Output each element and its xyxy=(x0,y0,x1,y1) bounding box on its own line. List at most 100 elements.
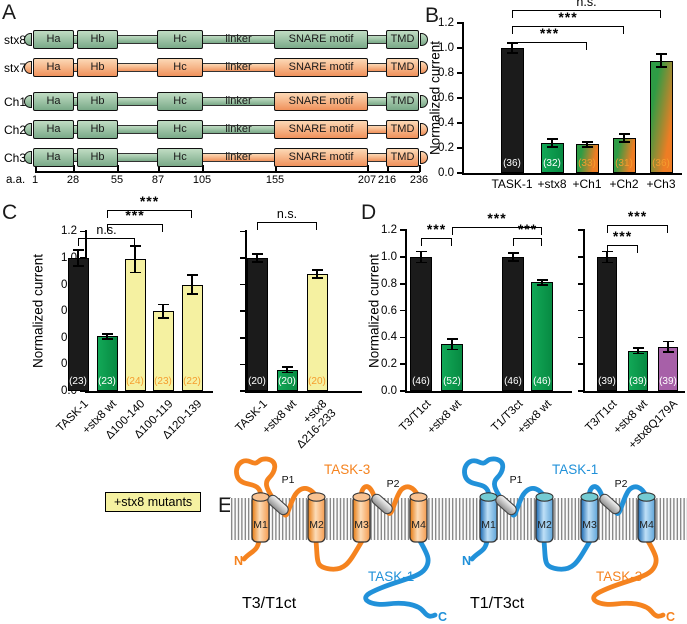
domain-label-snare: SNARE motif xyxy=(288,60,354,73)
error-cap-top xyxy=(415,250,427,253)
protein-loop xyxy=(541,538,593,572)
chimera-name-label: T3/T1ct xyxy=(242,595,297,612)
y-tick xyxy=(457,22,462,24)
y-tick xyxy=(578,256,583,258)
domain-label-tmd: TMD xyxy=(390,94,415,107)
aa-tick-label: 1 xyxy=(31,174,39,186)
error-bar xyxy=(660,54,662,67)
domain-hb xyxy=(77,58,118,77)
y-tick xyxy=(400,336,405,339)
error-cap-top xyxy=(72,249,84,251)
bar-Δ100-140 xyxy=(124,259,146,391)
domain-label-linker: linker xyxy=(225,122,252,135)
terminus-cap xyxy=(420,123,428,136)
n-count-label: (39) xyxy=(629,376,647,387)
error-cap-top xyxy=(446,337,458,340)
y-tick-label: 0.0 xyxy=(381,385,397,397)
helix-label: M4 xyxy=(639,519,654,531)
sig-bracket xyxy=(78,238,135,246)
panel-label-c: C xyxy=(2,201,18,224)
sig-bracket xyxy=(607,225,668,233)
sig-bracket xyxy=(107,224,163,232)
error-cap-bottom xyxy=(311,277,323,279)
helix-M4: M4 xyxy=(409,492,428,543)
panel-b-bar-chart: 0.0 0.2 0.4 0.6 0.8 1.0 1.2 Normalized current (… xyxy=(427,0,687,230)
protein-loop xyxy=(509,485,547,518)
y-tick-label: 0.6 xyxy=(381,304,397,317)
domain-label-ha: Ha xyxy=(46,32,61,45)
protein-loop xyxy=(469,538,490,562)
n-count-label: (36) xyxy=(652,158,670,169)
bar-+stx8-wt xyxy=(531,282,553,391)
y-tick-label: 0.8 xyxy=(438,67,454,79)
helix-M3: M3 xyxy=(580,492,599,543)
chimera-name-label: T1/T3ct xyxy=(470,595,525,612)
y-tick xyxy=(578,283,583,285)
sig-label: *** xyxy=(517,221,538,237)
protein-loop xyxy=(313,538,365,572)
domain-label-hb: Hb xyxy=(90,32,105,45)
terminus-cap xyxy=(24,123,32,136)
bar-T3/T1ct xyxy=(410,257,432,391)
error-cap-bottom xyxy=(546,145,558,148)
x-tick-label: +stx8 xyxy=(537,177,567,191)
error-cap-top xyxy=(311,269,323,271)
helix-label: M4 xyxy=(411,519,426,531)
domain-snare xyxy=(274,148,368,167)
panel-d-left-bar-chart: 0.0 0.2 0.4 0.6 0.8 1.0 1.2 Normalized current (… xyxy=(360,200,578,510)
domain-label-ha: Ha xyxy=(46,122,61,135)
membrane-diagram: M1 M2 M3 M4 P1 P2 TASK-3 TASK-1 N C T3/T1ct xyxy=(230,456,459,624)
domain-tmd xyxy=(386,30,419,49)
aa-tick xyxy=(419,165,421,172)
bar-TASK-1 xyxy=(246,258,268,391)
bar-T1/T3ct xyxy=(502,257,524,391)
n-count-label: (20) xyxy=(278,376,296,387)
error-cap-bottom xyxy=(655,65,667,68)
panel-a-protein-domains: stx8 linker Ha Hb Hc SNARE motif TMD stx7 linker… xyxy=(0,0,442,205)
panel-label-e: E xyxy=(218,494,233,517)
error-cap-top xyxy=(129,245,141,247)
domain-label-tmd: TMD xyxy=(390,150,415,163)
error-cap-bottom xyxy=(101,338,113,340)
panel-label-a: A xyxy=(2,1,17,24)
helix-label: M3 xyxy=(354,519,369,531)
aa-tick xyxy=(275,165,277,172)
helix-M3: M3 xyxy=(352,492,371,543)
n-count-label: (33) xyxy=(578,158,596,169)
error-bar xyxy=(667,341,669,353)
sig-label: *** xyxy=(139,193,160,209)
error-bar xyxy=(623,134,625,142)
n-count-label: (23) xyxy=(154,376,172,387)
aa-tick-label: 155 xyxy=(265,174,285,186)
helix-M1: M1 xyxy=(479,492,498,543)
y-axis-title: Normalized current xyxy=(427,40,443,156)
sig-bracket xyxy=(512,42,587,50)
error-bar xyxy=(512,252,514,261)
helix-M4: M4 xyxy=(637,492,656,543)
domain-label-snare: SNARE motif xyxy=(288,150,354,163)
y-tick xyxy=(80,230,85,233)
y-tick xyxy=(80,257,85,259)
pore-label-p2: P2 xyxy=(387,478,400,490)
x-axis xyxy=(245,391,362,393)
sig-label: n.s. xyxy=(576,0,597,9)
error-cap-top xyxy=(251,253,263,255)
x-axis xyxy=(462,173,682,175)
sig-bracket xyxy=(421,238,452,246)
protein-row-label: Ch2 xyxy=(4,123,27,137)
error-bar xyxy=(511,43,513,53)
connector-bar1 xyxy=(115,153,160,162)
helix-label: M3 xyxy=(582,519,597,531)
domain-label-snare: SNARE motif xyxy=(288,94,354,107)
pore-label-p1: P1 xyxy=(282,474,295,486)
n-count-label: (23) xyxy=(98,376,116,387)
error-bar xyxy=(106,333,108,340)
domain-label-linker: linker xyxy=(225,150,252,163)
aa-tick xyxy=(35,165,37,172)
aa-tick-label: 236 xyxy=(409,174,429,186)
domain-label-hc: Hc xyxy=(173,60,187,73)
y-tick xyxy=(240,257,245,259)
y-tick xyxy=(457,172,462,174)
x-axis xyxy=(85,391,213,393)
